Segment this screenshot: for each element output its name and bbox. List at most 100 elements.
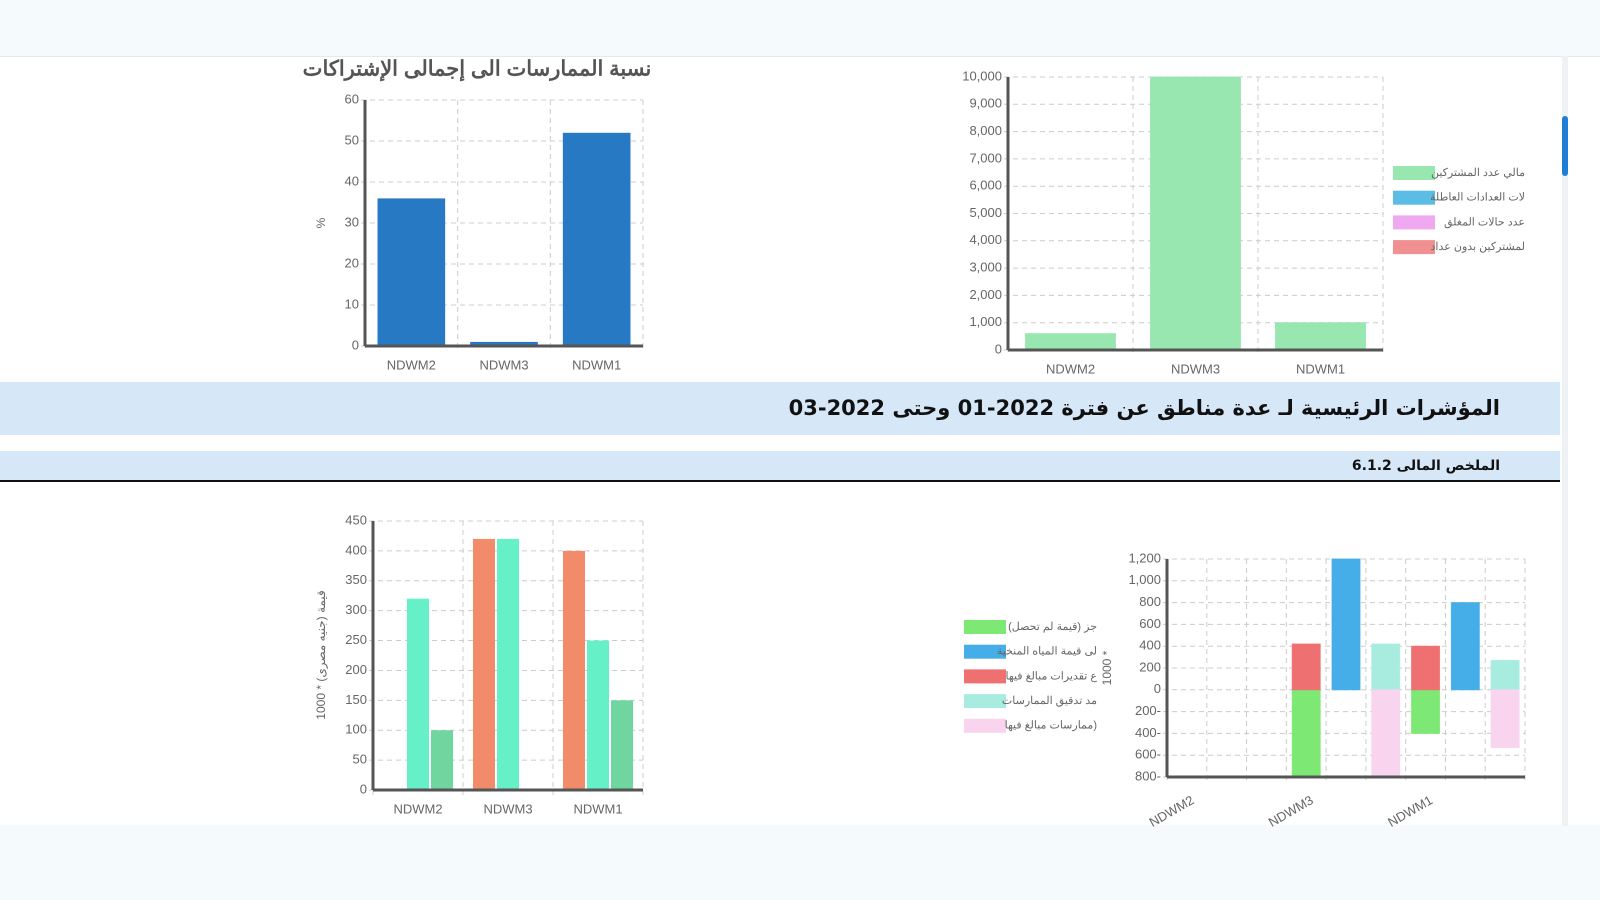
y-tick-label: 1,000 xyxy=(1128,572,1161,587)
bar xyxy=(497,538,519,790)
bar xyxy=(1411,645,1441,691)
legend-label: لات العدادات العاطلة xyxy=(1430,192,1525,204)
y-tick-label: 50 xyxy=(345,132,359,147)
x-tick-label: NDWM1 xyxy=(1385,792,1435,830)
y-tick-label: 800- xyxy=(1135,768,1161,783)
x-tick-label: NDWM3 xyxy=(1171,361,1220,376)
y-tick-label: 250 xyxy=(345,632,367,647)
legend-label: جز (قيمة لم تحصل) xyxy=(1008,621,1097,633)
legend-swatch xyxy=(964,620,1006,634)
chart-title: نسبة الممارسات الى إجمالى الإشتراكات xyxy=(303,58,652,82)
legend-swatch xyxy=(964,718,1006,733)
y-axis-label: % xyxy=(314,217,328,228)
legend-label: عدد حالات المغلق xyxy=(1444,216,1525,228)
y-tick-label: 3,000 xyxy=(969,260,1002,275)
y-tick-label: 8,000 xyxy=(969,123,1002,138)
legend-label: لمشتركين بدون عداد xyxy=(1431,241,1525,253)
y-tick-label: 200- xyxy=(1135,703,1161,718)
y-tick-label: 0 xyxy=(995,341,1002,356)
bar xyxy=(1411,689,1441,734)
subheading: الملخص المالى 6.1.2 xyxy=(1351,458,1500,474)
footer-bg xyxy=(0,825,1600,900)
heading-band: المؤشرات الرئيسية لـ عدة مناطق عن فترة 2… xyxy=(0,382,1560,435)
y-tick-label: 6,000 xyxy=(969,178,1002,193)
bar xyxy=(1371,643,1401,691)
y-tick-label: 400 xyxy=(345,542,367,557)
legend-swatch xyxy=(964,694,1006,709)
y-tick-label: 800 xyxy=(1139,594,1161,609)
x-tick-label: NDWM3 xyxy=(483,801,532,816)
bar xyxy=(1025,333,1116,351)
legend-label: لى قيمة المياه المنخية xyxy=(997,646,1097,658)
y-tick-label: 40 xyxy=(345,173,359,188)
y-tick-label: 60 xyxy=(345,91,359,106)
scrollbar[interactable] xyxy=(1562,56,1568,826)
y-tick-label: 400 xyxy=(1139,638,1161,653)
y-tick-label: 2,000 xyxy=(969,287,1002,302)
x-tick-label: NDWM2 xyxy=(1146,792,1196,830)
y-tick-label: 300 xyxy=(345,602,367,617)
legend-swatch xyxy=(1393,166,1435,180)
legend-label: مالي عدد المشتركين xyxy=(1431,167,1525,179)
bar xyxy=(431,730,453,790)
bar xyxy=(1371,689,1401,778)
x-tick-label: NDWM1 xyxy=(572,357,621,372)
y-tick-label: 50 xyxy=(353,752,367,767)
y-axis-label: قيمة (جنيه مصرى) * 1000 xyxy=(314,590,328,719)
x-tick-label: NDWM3 xyxy=(479,357,528,372)
bar xyxy=(1291,643,1321,691)
y-tick-label: 30 xyxy=(345,214,359,229)
y-tick-label: 200 xyxy=(345,662,367,677)
x-tick-label: NDWM2 xyxy=(1046,361,1095,376)
y-tick-label: 7,000 xyxy=(969,150,1002,165)
bar xyxy=(1490,659,1520,691)
legend-label: ع تقديرات مبالغ فيها xyxy=(1006,670,1098,682)
y-axis-label: 1000 * xyxy=(1100,650,1114,685)
y-tick-label: 10 xyxy=(345,296,359,311)
y-tick-label: 1,200 xyxy=(1128,550,1161,565)
bar xyxy=(563,550,585,790)
y-tick-label: 450 xyxy=(345,512,367,527)
legend-swatch xyxy=(1393,240,1435,255)
y-tick-label: 5,000 xyxy=(969,205,1002,220)
y-tick-label: 0 xyxy=(360,781,367,796)
y-tick-label: 600 xyxy=(1139,616,1161,631)
y-tick-label: 100 xyxy=(345,722,367,737)
scroll-thumb[interactable] xyxy=(1562,116,1568,176)
bar xyxy=(562,132,631,346)
bar xyxy=(1291,689,1321,778)
legend-label: مد تدقيق الممارسات xyxy=(1002,695,1097,707)
bar xyxy=(407,598,429,790)
heading: المؤشرات الرئيسية لـ عدة مناطق عن فترة 2… xyxy=(788,396,1500,420)
bar xyxy=(470,341,538,346)
x-tick-label: NDWM1 xyxy=(1296,361,1345,376)
y-tick-label: 20 xyxy=(345,255,359,270)
y-tick-label: 0 xyxy=(352,337,359,352)
y-tick-label: 600- xyxy=(1135,747,1161,762)
y-tick-label: 150 xyxy=(345,692,367,707)
legend-swatch xyxy=(1393,190,1435,205)
x-tick-label: NDWM3 xyxy=(1266,792,1316,830)
y-tick-label: 200 xyxy=(1139,659,1161,674)
bar xyxy=(1331,558,1361,691)
bar xyxy=(1450,602,1480,691)
y-tick-label: 4,000 xyxy=(969,232,1002,247)
bar xyxy=(587,640,609,790)
bar xyxy=(473,538,495,790)
legend-swatch xyxy=(964,669,1006,684)
legend-label: ممارسات مبالغ فيها) xyxy=(1005,720,1097,732)
x-tick-label: NDWM2 xyxy=(393,801,442,816)
legend-swatch xyxy=(964,644,1006,659)
bar xyxy=(1150,76,1241,351)
top-bar xyxy=(0,0,1600,57)
y-tick-label: 350 xyxy=(345,572,367,587)
y-tick-label: 10,000 xyxy=(962,68,1002,83)
bar xyxy=(377,198,446,346)
y-tick-label: 0 xyxy=(1154,681,1161,696)
bar xyxy=(611,700,633,790)
subheading-band: الملخص المالى 6.1.2 xyxy=(0,451,1560,482)
legend-swatch xyxy=(1393,215,1435,230)
bar xyxy=(1275,322,1366,351)
